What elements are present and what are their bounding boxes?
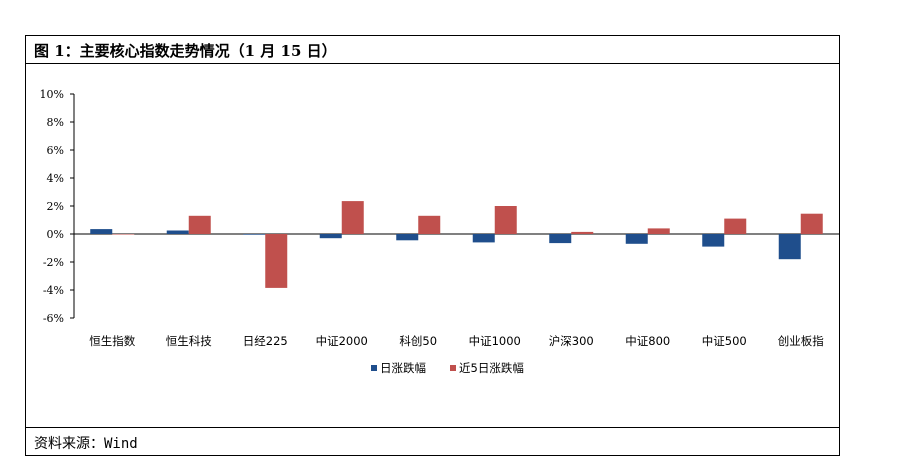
y-tick-label: 0%: [47, 228, 64, 241]
bar-five-day: [571, 231, 594, 234]
bar-daily: [90, 229, 113, 234]
category-label: 创业板指: [778, 334, 824, 348]
bar-five-day: [724, 218, 747, 234]
legend-label: 日涨跌幅: [380, 361, 426, 375]
figure-title: 图 1：主要核心指数走势情况（1 月 15 日）: [34, 42, 337, 60]
category-label: 中证500: [702, 334, 747, 348]
bar-five-day: [265, 234, 288, 288]
bar-daily: [243, 234, 266, 235]
y-tick-label: -4%: [43, 284, 64, 297]
bar-five-day: [341, 201, 364, 234]
y-tick-label: 10%: [40, 88, 64, 101]
legend-label: 近5日涨跌幅: [459, 361, 524, 375]
bar-daily: [396, 234, 419, 241]
y-tick-label: -2%: [43, 256, 64, 269]
y-tick-label: 8%: [47, 116, 64, 129]
bar-chart: 10% 8% 6% 4% 2% 0% -2% -4% -6% 恒生指数 恒生科技 日经225 中证200…: [40, 88, 839, 375]
bar-daily: [166, 230, 189, 234]
bar-daily: [702, 234, 725, 247]
category-label: 日经225: [243, 334, 288, 348]
category-label: 中证1000: [469, 334, 521, 348]
title-bar: 图 1：主要核心指数走势情况（1 月 15 日）: [26, 36, 839, 64]
bar-five-day: [494, 206, 517, 234]
bar-five-day: [418, 215, 441, 234]
bar-five-day: [647, 228, 670, 234]
y-tick-label: 2%: [47, 200, 64, 213]
category-label: 科创50: [399, 334, 437, 348]
bar-five-day: [188, 215, 211, 234]
source-bar: 资料来源：Wind: [26, 427, 839, 455]
y-tick-label: 4%: [47, 172, 64, 185]
bar-daily: [549, 234, 572, 244]
legend-swatch: [450, 365, 456, 371]
category-label: 中证800: [625, 334, 670, 348]
bar-daily: [625, 234, 648, 244]
legend-swatch: [371, 365, 377, 371]
category-label: 恒生指数: [89, 334, 135, 348]
category-label: 恒生科技: [166, 334, 212, 348]
y-tick-label: -6%: [43, 312, 64, 325]
y-tick-label: 6%: [47, 144, 64, 157]
bar-daily: [778, 234, 801, 260]
bar-daily: [472, 234, 495, 243]
bar-five-day: [800, 213, 823, 234]
category-label: 沪深300: [549, 334, 594, 348]
bar-daily: [319, 234, 342, 239]
figure-frame: 图 1：主要核心指数走势情况（1 月 15 日） 资料来源：Wind: [25, 35, 840, 456]
category-label: 中证2000: [316, 334, 368, 348]
source-note: 资料来源：Wind: [34, 436, 138, 452]
bar-five-day: [112, 234, 135, 235]
